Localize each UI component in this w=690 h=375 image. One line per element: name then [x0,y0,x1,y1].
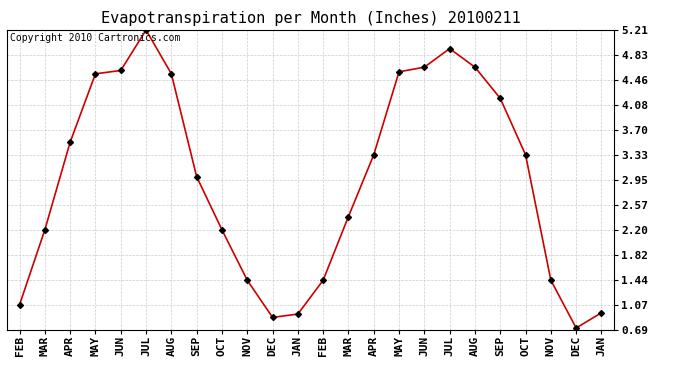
Text: Evapotranspiration per Month (Inches) 20100211: Evapotranspiration per Month (Inches) 20… [101,11,520,26]
Text: Copyright 2010 Cartronics.com: Copyright 2010 Cartronics.com [10,33,180,43]
